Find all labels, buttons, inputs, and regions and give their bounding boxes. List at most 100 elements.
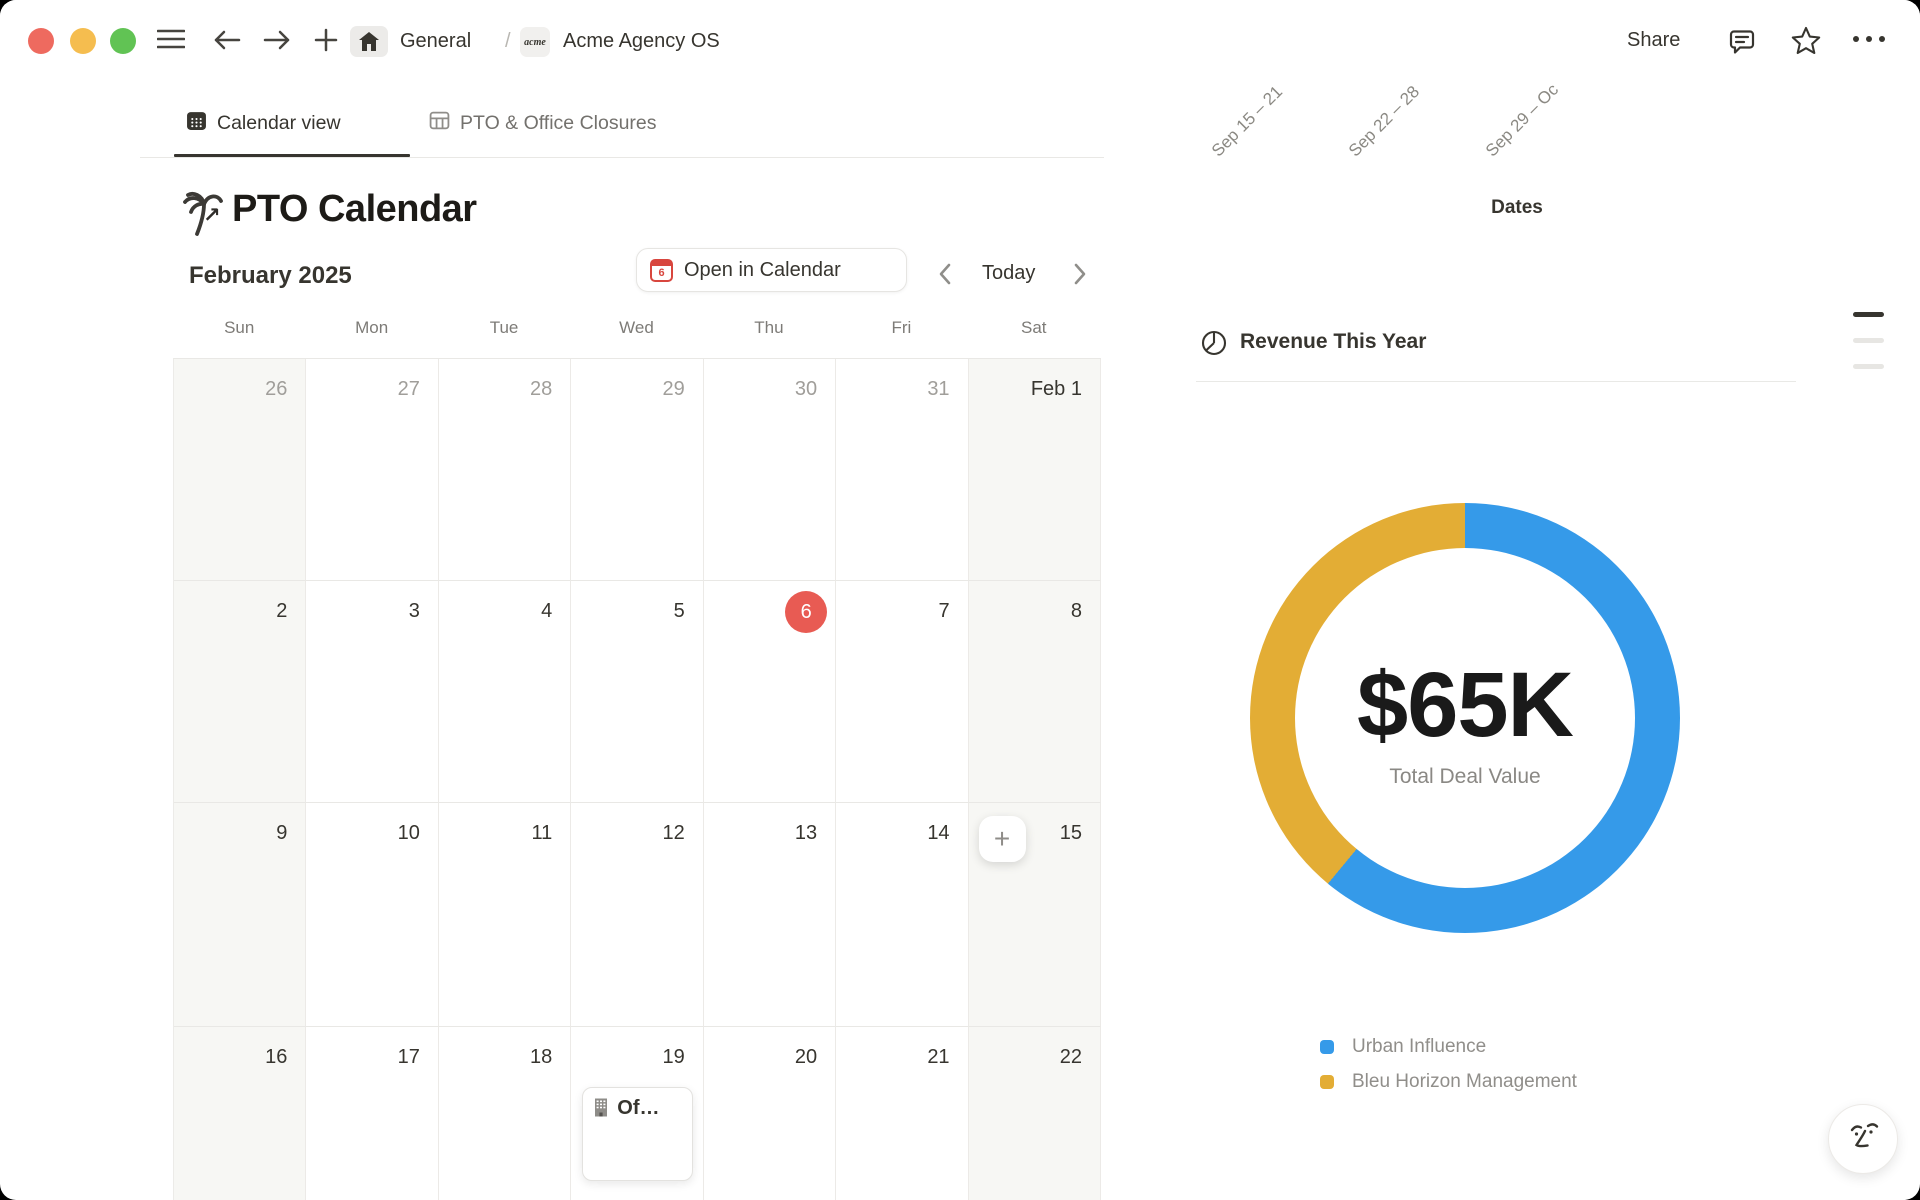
tab-calendar-view[interactable]: Calendar view <box>186 110 341 137</box>
toolbar: General / acme Acme Agency OS Share <box>0 0 1920 62</box>
calendar-cell[interactable]: 3 <box>306 581 439 803</box>
weekday-label: Sun <box>224 318 255 337</box>
donut-center-caption: Total Deal Value <box>1389 765 1541 788</box>
calendar-cell[interactable]: 19 Of… <box>571 1027 704 1200</box>
chart-tick-label: Sep 15 – 21 <box>1207 82 1287 161</box>
calendar-cell[interactable]: 9 <box>174 803 307 1027</box>
weekday-label: Mon <box>355 318 389 337</box>
tab-label: Calendar view <box>217 112 341 134</box>
page-title: PTO Calendar <box>232 188 477 230</box>
calendar-cell[interactable]: 14 <box>836 803 969 1027</box>
day-number: 19 <box>662 1046 685 1068</box>
calendar-cell[interactable]: 12 <box>571 803 704 1027</box>
day-number: 12 <box>662 822 685 844</box>
toc-indicator[interactable] <box>1853 364 1884 369</box>
calendar-cell[interactable]: 2 <box>174 581 307 803</box>
weekday-label: Sat <box>1021 318 1047 337</box>
calendar-cell[interactable]: 7 <box>836 581 969 803</box>
calendar-cell[interactable]: 26 <box>174 359 307 581</box>
zoom-button[interactable] <box>110 28 136 54</box>
calendar-cell[interactable]: 4 <box>438 581 572 803</box>
calendar-grid: 26 27 28 29 30 31 Feb 1 2 3 4 5 6 7 8 9 10 11 12 13 14 15 +16… <box>173 358 1101 1200</box>
calendar-cell[interactable]: 10 <box>306 803 439 1027</box>
tab-divider <box>140 157 1104 158</box>
chevron-right-icon[interactable] <box>1073 263 1087 290</box>
sidebar-menu-icon[interactable] <box>157 28 185 50</box>
calendar-cell[interactable]: 17 <box>306 1027 439 1200</box>
favorite-star-icon[interactable] <box>1790 25 1822 57</box>
comments-icon[interactable] <box>1727 27 1757 57</box>
legend-item: Urban Influence <box>1320 1036 1577 1058</box>
day-number: 29 <box>662 378 685 400</box>
donut-chart: $65K Total Deal Value <box>1250 503 1680 933</box>
calendar-cell[interactable]: 13 <box>703 803 837 1027</box>
chevron-left-icon[interactable] <box>938 263 952 290</box>
calendar-cell[interactable]: 30 <box>703 359 837 581</box>
calendar-cell[interactable]: 29 <box>571 359 704 581</box>
day-number: 4 <box>541 600 553 622</box>
calendar-cell[interactable]: Feb 1 <box>968 359 1101 581</box>
breadcrumb-page[interactable]: Acme Agency OS <box>563 30 720 52</box>
tab-label: PTO & Office Closures <box>460 112 657 134</box>
more-options-icon[interactable] <box>1853 36 1885 42</box>
toc-indicator-active[interactable] <box>1853 312 1884 317</box>
day-number: 5 <box>673 600 685 622</box>
chart-x-axis-title: Dates <box>1491 197 1543 218</box>
pie-chart-icon <box>1200 329 1228 362</box>
calendar-cell[interactable]: 31 <box>836 359 969 581</box>
event-label: Of… <box>617 1097 660 1119</box>
red-calendar-icon: 6 <box>650 258 673 282</box>
chart-tick-label: Sep 29 – Oc <box>1481 80 1563 161</box>
calendar-cell[interactable]: 8 <box>968 581 1101 803</box>
forward-arrow-icon[interactable] <box>262 28 292 52</box>
notion-ai-button[interactable] <box>1828 1104 1898 1174</box>
weekly-chart-tick-labels: Sep 15 – 21 Sep 22 – 28 Sep 29 – Oc <box>1140 74 1720 166</box>
weekday-label: Fri <box>891 318 912 337</box>
back-arrow-icon[interactable] <box>212 28 242 52</box>
open-in-calendar-button[interactable]: 6 Open in Calendar <box>636 248 907 292</box>
calendar-view-icon <box>186 110 207 137</box>
weekday-label: Thu <box>754 318 784 337</box>
revenue-divider <box>1196 381 1796 382</box>
calendar-cell[interactable]: 15 + <box>968 803 1101 1027</box>
calendar-cell[interactable]: 27 <box>306 359 439 581</box>
day-number: 11 <box>531 822 553 844</box>
calendar-cell[interactable]: 18 <box>438 1027 572 1200</box>
add-event-button[interactable]: + <box>978 816 1026 862</box>
day-number: 7 <box>938 600 950 622</box>
revenue-section-title[interactable]: Revenue This Year <box>1240 330 1427 353</box>
breadcrumb-section[interactable]: General <box>400 30 472 52</box>
office-building-icon <box>595 1098 608 1117</box>
day-number: 28 <box>530 378 553 400</box>
calendar-cell[interactable]: 16 <box>174 1027 307 1200</box>
month-label: February 2025 <box>189 262 352 289</box>
ai-face-icon <box>1843 1117 1883 1162</box>
legend-item: Bleu Horizon Management <box>1320 1071 1577 1093</box>
day-number: 31 <box>927 378 950 400</box>
legend-swatch <box>1320 1075 1334 1089</box>
today-button[interactable]: Today <box>982 262 1036 284</box>
calendar-cell[interactable]: 20 <box>703 1027 837 1200</box>
day-number: 26 <box>265 378 288 400</box>
home-icon[interactable] <box>350 26 388 57</box>
day-number: 15 <box>1059 822 1082 844</box>
tab-pto-office-closures[interactable]: PTO & Office Closures <box>429 110 657 137</box>
calendar-cell[interactable]: 11 <box>438 803 572 1027</box>
calendar-cell[interactable]: 28 <box>438 359 572 581</box>
calendar-cell[interactable]: 5 <box>571 581 704 803</box>
event-card[interactable]: Of… <box>582 1087 693 1181</box>
minimize-button[interactable] <box>70 28 96 54</box>
legend-label: Urban Influence <box>1352 1036 1487 1057</box>
day-number: 20 <box>794 1046 818 1068</box>
calendar-cell[interactable]: 22 <box>968 1027 1101 1200</box>
toc-indicator[interactable] <box>1853 338 1884 343</box>
day-number: Feb 1 <box>1030 378 1082 400</box>
day-number: 30 <box>794 378 818 400</box>
close-button[interactable] <box>28 28 54 54</box>
share-button[interactable]: Share <box>1627 29 1681 51</box>
calendar-cell[interactable]: 6 <box>703 581 837 803</box>
new-tab-plus-icon[interactable] <box>314 28 338 52</box>
calendar-cell[interactable]: 21 <box>836 1027 969 1200</box>
day-number: 21 <box>927 1046 950 1068</box>
